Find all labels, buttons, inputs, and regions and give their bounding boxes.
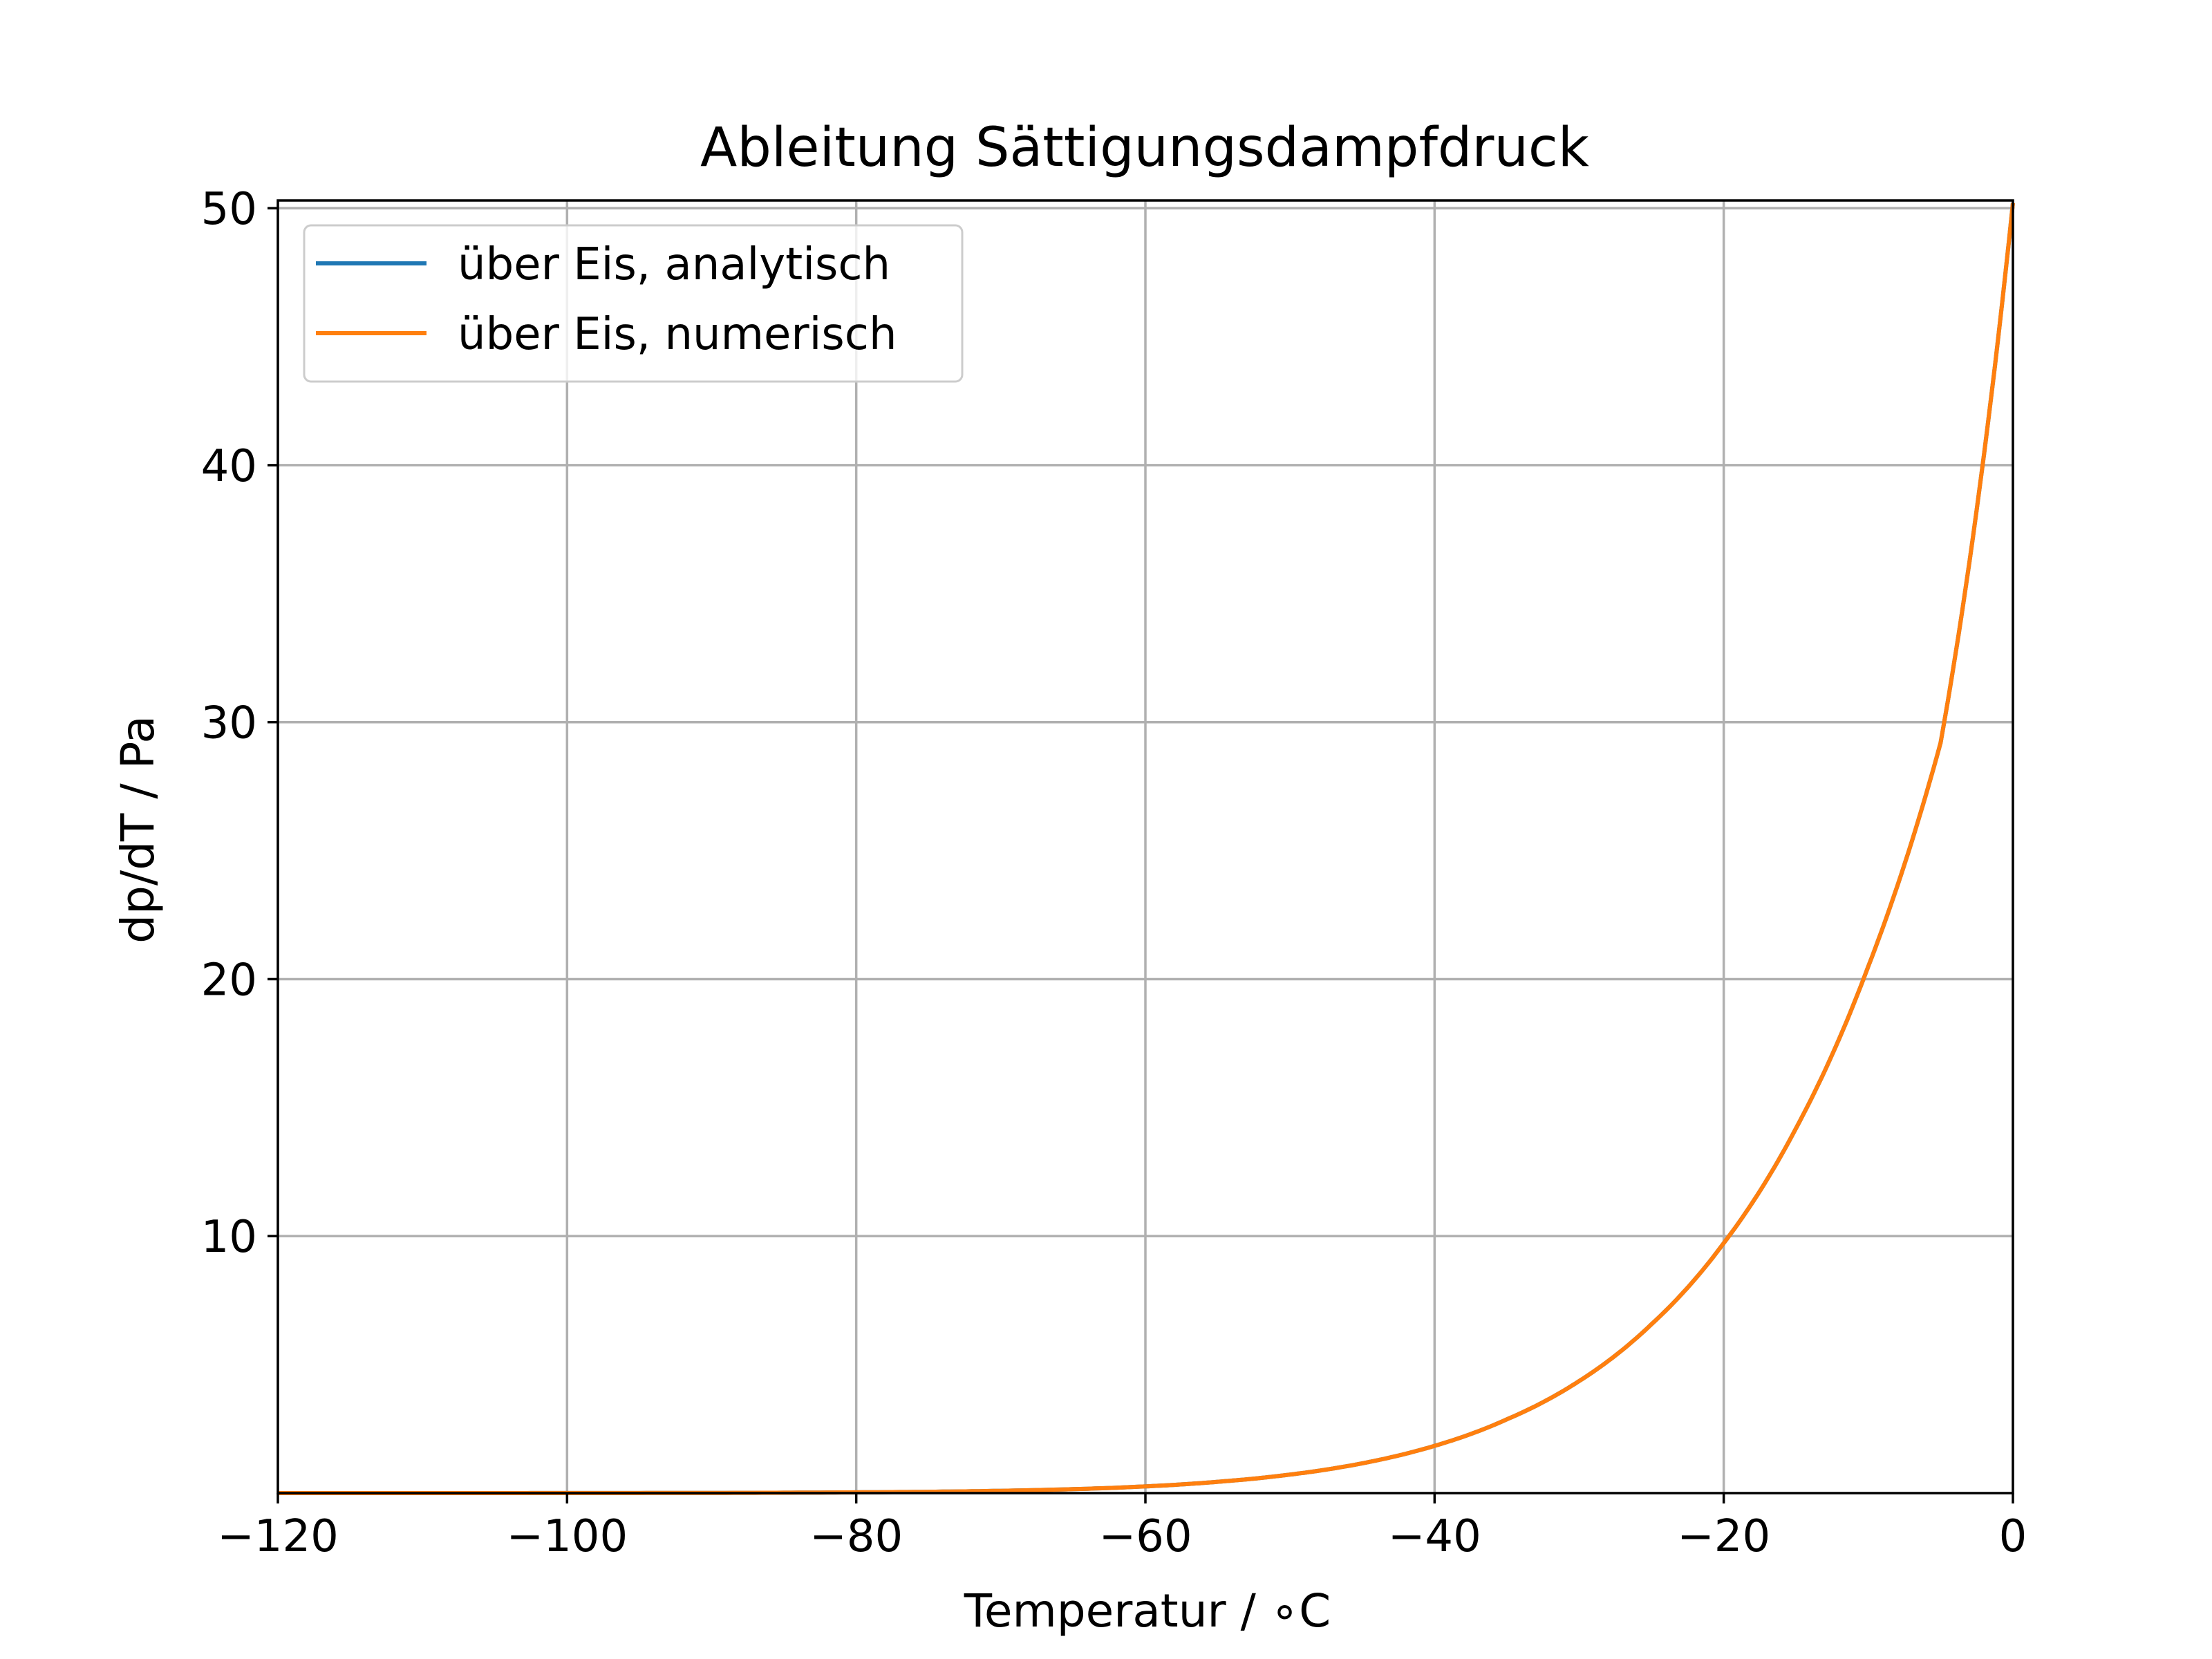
legend: über Eis, analytisch über Eis, numerisch bbox=[303, 224, 964, 383]
x-tick-label: −80 bbox=[809, 1511, 903, 1562]
legend-box bbox=[303, 224, 964, 383]
y-tick-label: 10 bbox=[201, 1212, 257, 1263]
legend-label-numerisch: über Eis, numerisch bbox=[458, 309, 897, 360]
grid-lines bbox=[276, 200, 2014, 1493]
x-tick-label: 0 bbox=[1999, 1511, 2027, 1562]
y-tick-label: 50 bbox=[201, 184, 257, 235]
x-tick-label: −60 bbox=[1098, 1511, 1192, 1562]
x-axis-label: Temperatur / ∘C bbox=[964, 1584, 1331, 1638]
legend-label-analytisch: über Eis, analytisch bbox=[458, 239, 890, 290]
y-tick-label: 40 bbox=[201, 441, 257, 492]
y-tick-label: 20 bbox=[201, 955, 257, 1006]
x-tick-label: −40 bbox=[1388, 1511, 1481, 1562]
y-tick-label: 30 bbox=[201, 698, 257, 749]
tick-marks bbox=[268, 207, 2014, 1503]
chart-title: Ableitung Sättigungsdampfdruck bbox=[700, 117, 1589, 179]
y-axis-label: dp/dT / Pa bbox=[111, 715, 165, 944]
x-tick-label: −20 bbox=[1677, 1511, 1770, 1562]
x-tick-label: −100 bbox=[506, 1511, 628, 1562]
x-tick-label: −120 bbox=[217, 1511, 339, 1562]
tick-labels: −120 −100 −80 −60 −40 −20 0 10 20 30 40 50 bbox=[201, 184, 2027, 1562]
